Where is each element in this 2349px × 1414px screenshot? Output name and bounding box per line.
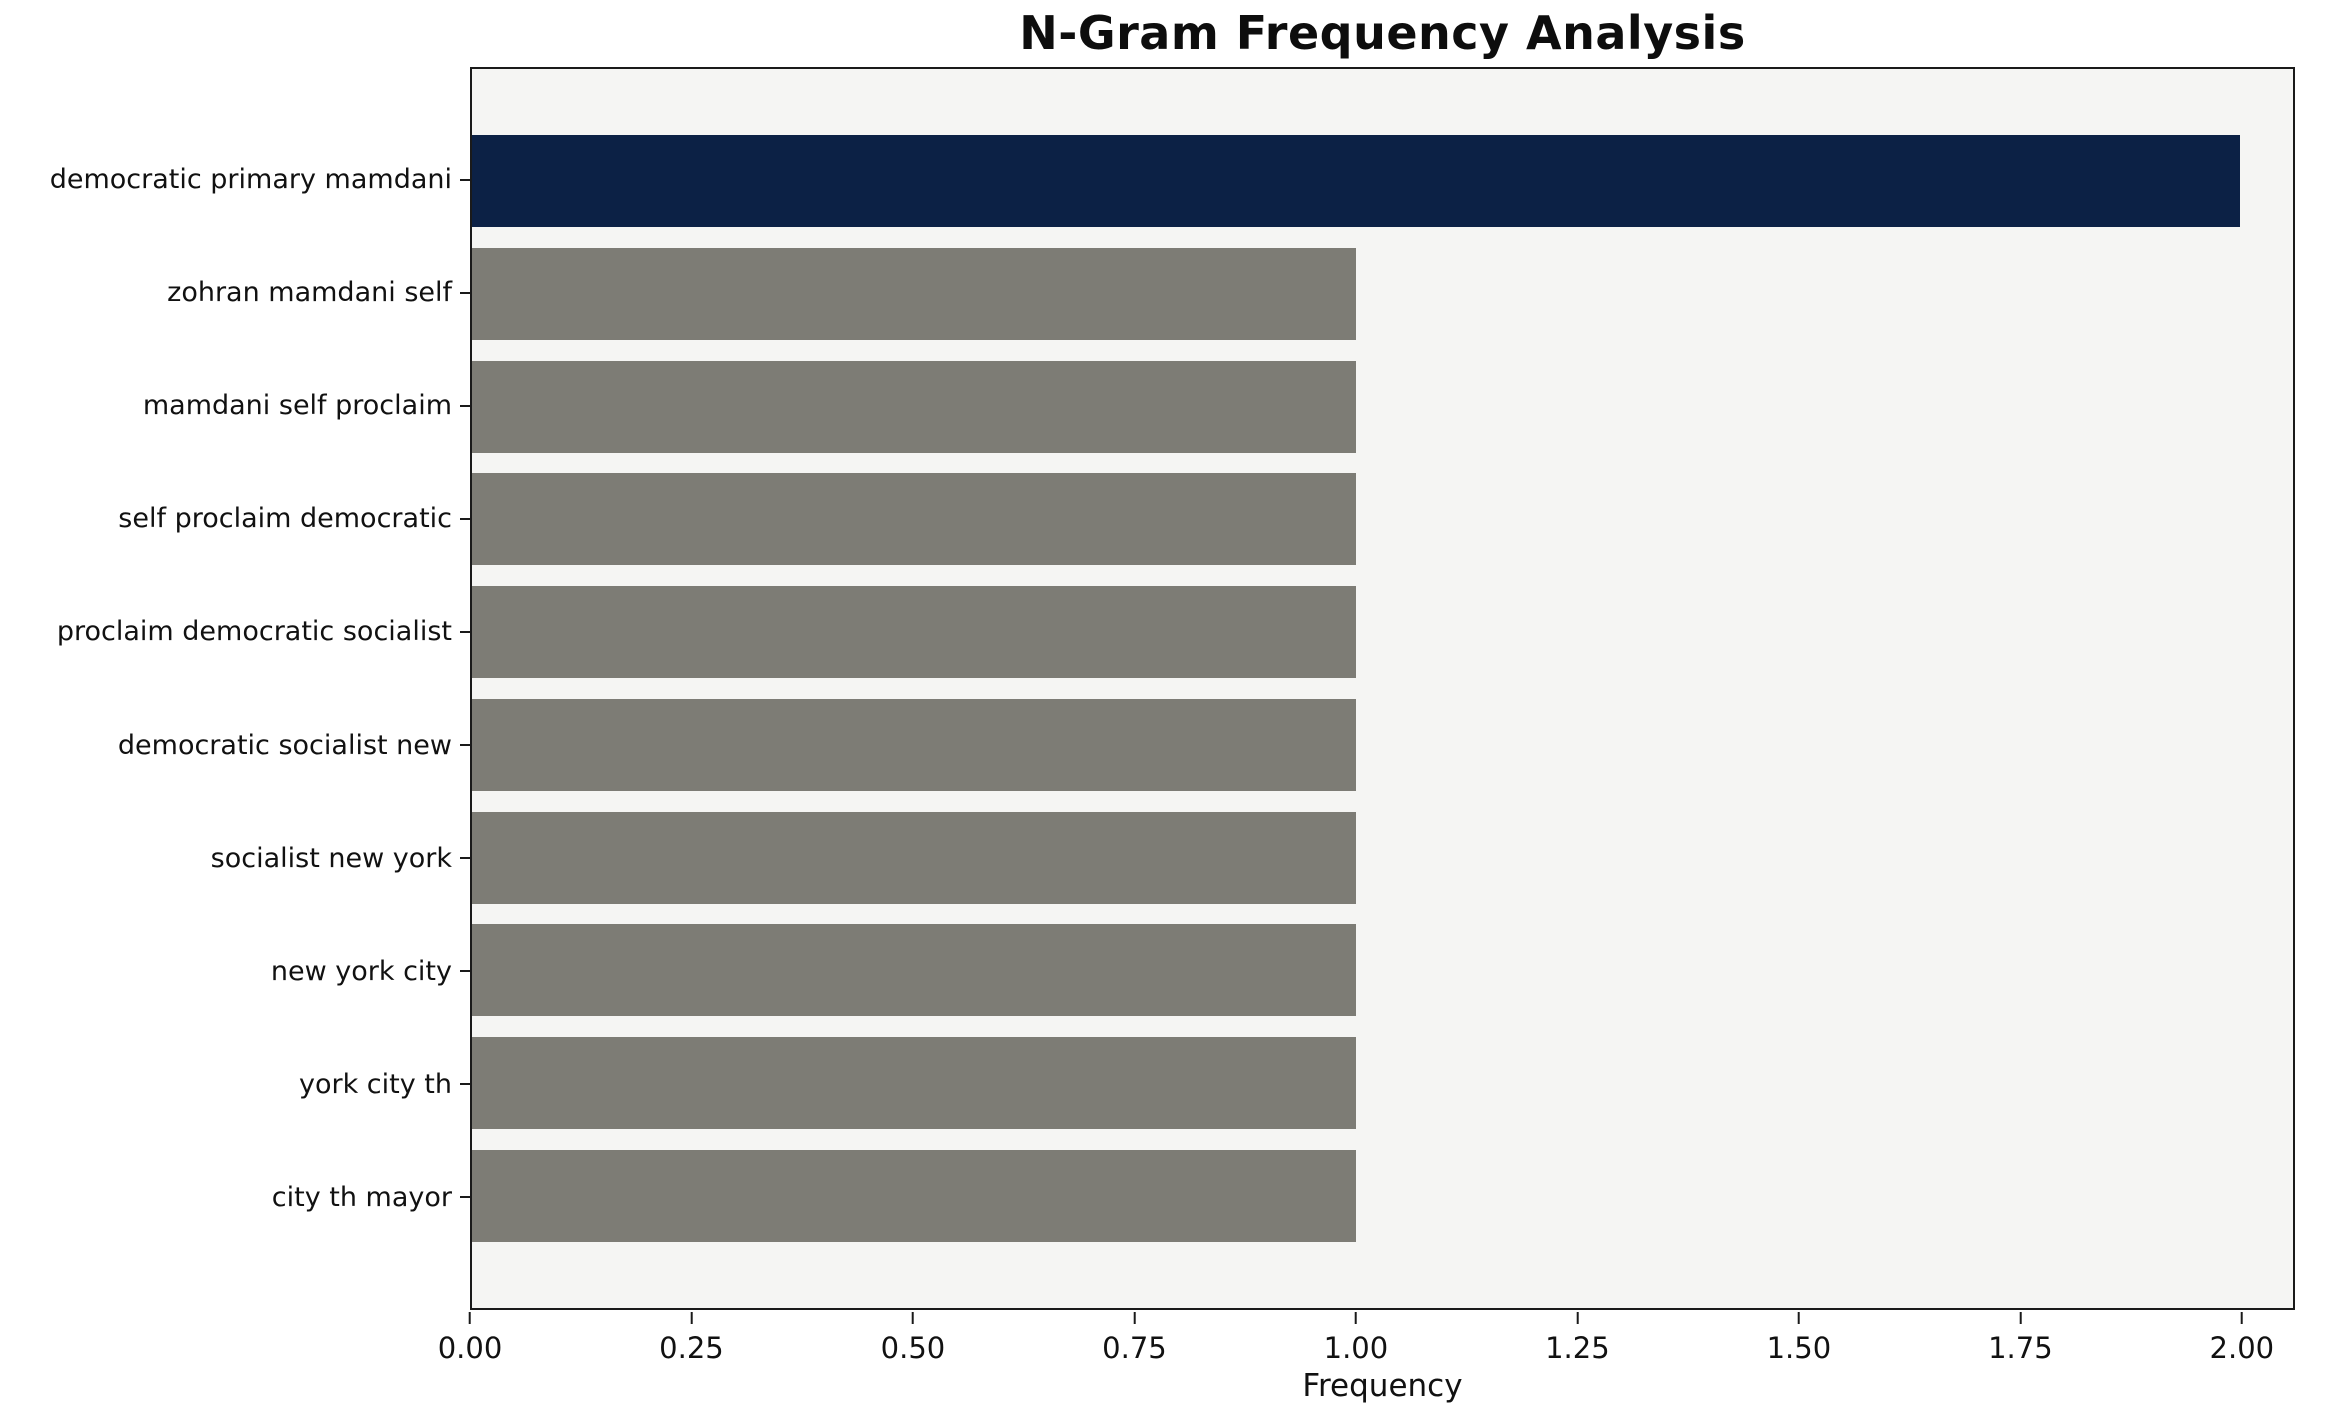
y-tick-row: democratic primary mamdani [0, 123, 470, 236]
bar [472, 924, 1356, 1017]
y-tick-mark [460, 291, 470, 294]
x-tick-mark [468, 1312, 471, 1324]
x-tick-mark [2240, 1312, 2243, 1324]
y-tick-label: york city th [298, 1068, 452, 1100]
x-tick-mark [1576, 1312, 1579, 1324]
x-tick-mark [1133, 1312, 1136, 1324]
y-tick-mark [460, 630, 470, 633]
y-tick-label: city th mayor [271, 1181, 452, 1213]
bar [472, 360, 1356, 453]
x-tick: 0.50 [880, 1312, 946, 1365]
x-tick: 1.75 [1988, 1312, 2053, 1365]
bars-area [472, 69, 2293, 1308]
x-tick-mark [2019, 1312, 2022, 1324]
bar [472, 248, 1356, 341]
y-tick-label: democratic socialist new [117, 729, 452, 761]
y-tick-row: york city th [0, 1028, 470, 1141]
x-tick-label: 1.25 [1545, 1331, 1610, 1365]
bar-row [472, 689, 2293, 802]
y-tick-row: new york city [0, 915, 470, 1028]
y-tick-label: self proclaim democratic [118, 503, 452, 535]
chart-title: N-Gram Frequency Analysis [1019, 6, 1746, 60]
x-tick-mark [911, 1312, 914, 1324]
bar-row [472, 463, 2293, 576]
bar-row [472, 238, 2293, 351]
y-tick-label: socialist new york [210, 842, 452, 874]
x-tick-label: 1.00 [1323, 1331, 1389, 1365]
y-tick-row: proclaim democratic socialist [0, 575, 470, 688]
x-tick: 1.50 [1766, 1312, 1832, 1365]
y-tick-label: mamdani self proclaim [142, 390, 452, 422]
x-tick-label: 1.50 [1766, 1331, 1832, 1365]
plot-area [470, 67, 2295, 1310]
y-tick-mark [460, 857, 470, 860]
x-tick: 1.25 [1545, 1312, 1610, 1365]
bar [472, 1036, 1356, 1129]
y-tick-mark [460, 404, 470, 407]
bar-row [472, 1027, 2293, 1140]
x-tick: 1.00 [1323, 1312, 1389, 1365]
bar [472, 473, 1356, 566]
y-tick-row: democratic socialist new [0, 688, 470, 801]
x-tick-mark [690, 1312, 693, 1324]
bar [472, 135, 2240, 228]
bar-row [472, 350, 2293, 463]
x-tick-label: 0.75 [1102, 1331, 1167, 1365]
bar [472, 698, 1356, 791]
bar [472, 1149, 1356, 1242]
bar-row [472, 125, 2293, 238]
x-tick: 0.25 [659, 1312, 724, 1365]
x-tick-label: 2.00 [2209, 1331, 2275, 1365]
y-tick-mark [460, 744, 470, 747]
y-tick-mark [460, 178, 470, 181]
y-tick-mark [460, 1196, 470, 1199]
bar-row [472, 576, 2293, 689]
y-tick-mark [460, 517, 470, 520]
x-tick-mark [1797, 1312, 1800, 1324]
y-tick-row: self proclaim democratic [0, 462, 470, 575]
y-tick-row: mamdani self proclaim [0, 349, 470, 462]
bar-row [472, 914, 2293, 1027]
x-axis-ticks: 0.00 0.25 0.50 0.75 1.00 1.25 1.50 1.75 2.00 [438, 1312, 2295, 1374]
x-axis-label: Frequency [1302, 1368, 1463, 1404]
bar-row [472, 801, 2293, 914]
y-tick-row: socialist new york [0, 802, 470, 915]
y-tick-row: zohran mamdani self [0, 236, 470, 349]
x-tick-label: 1.75 [1988, 1331, 2053, 1365]
x-tick-label: 0.00 [437, 1331, 503, 1365]
x-tick: 2.00 [2209, 1312, 2275, 1365]
x-tick: 0.00 [437, 1312, 503, 1365]
x-tick-label: 0.25 [659, 1331, 724, 1365]
y-tick-label: proclaim democratic socialist [56, 616, 452, 648]
y-tick-label: democratic primary mamdani [49, 164, 452, 196]
x-tick: 0.75 [1102, 1312, 1167, 1365]
y-tick-label: zohran mamdani self [167, 277, 452, 309]
y-axis-labels: democratic primary mamdani zohran mamdani… [0, 67, 470, 1310]
y-tick-label: new york city [270, 955, 452, 987]
bar [472, 586, 1356, 679]
bar-row [472, 1139, 2293, 1252]
y-tick-mark [460, 1083, 470, 1086]
y-tick-row: city th mayor [0, 1141, 470, 1254]
y-tick-mark [460, 970, 470, 973]
bar [472, 811, 1356, 904]
x-tick-label: 0.50 [880, 1331, 946, 1365]
x-tick-mark [1354, 1312, 1357, 1324]
